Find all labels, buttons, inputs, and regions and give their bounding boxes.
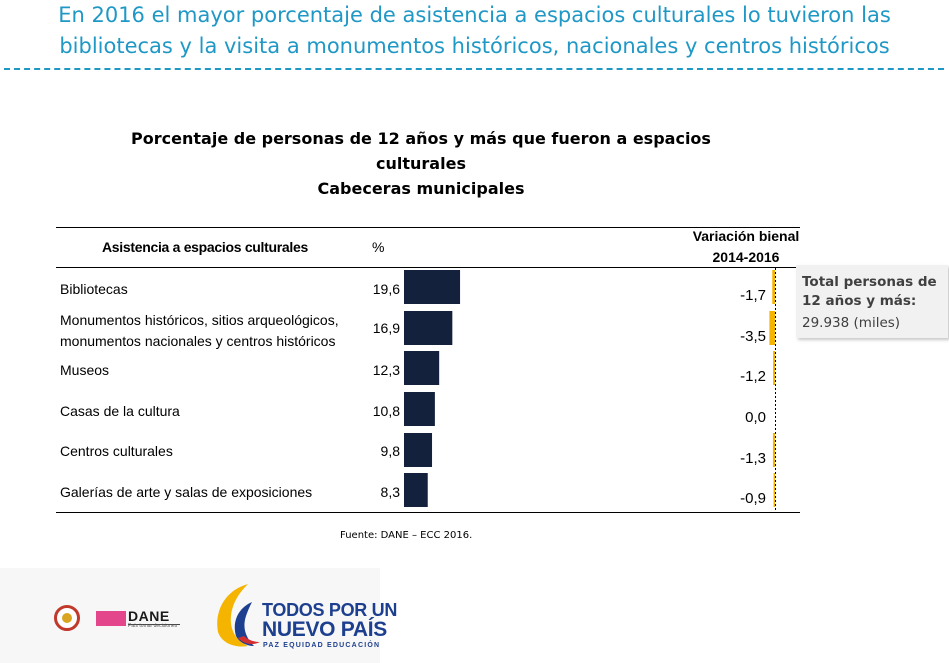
percent-label-bibliotecas: 19,6: [372, 281, 400, 297]
variation-label-casas-cultura: 0,0: [745, 409, 766, 426]
percent-bar-2: [404, 351, 440, 385]
column-header-percent: %: [372, 239, 385, 255]
table-top-rule: [56, 227, 800, 228]
variation-label-museos: -1,2: [740, 368, 766, 385]
category-label-monumentos: Monumentos históricos, sitios arqueológi…: [60, 310, 339, 352]
variation-label-bibliotecas: -1,7: [740, 287, 766, 304]
dane-logo-rule: [128, 624, 180, 625]
chart-title: Porcentaje de personas de 12 años y más …: [100, 126, 742, 201]
table-header-rule: [56, 267, 800, 268]
dane-logo-bar: [96, 611, 126, 626]
total-population-title: Total personas de 12 años y más:: [802, 274, 937, 309]
column-header-variation-period: 2014-2016: [712, 249, 780, 265]
column-header-variation: Variación bienal: [692, 228, 800, 244]
category-label-monumentos-line-1: Monumentos históricos, sitios arqueológi…: [60, 312, 339, 328]
percent-bar-5: [404, 473, 428, 507]
chart-title-line-1: Porcentaje de personas de 12 años y más …: [131, 129, 711, 148]
variation-label-centros-culturales: -1,3: [740, 450, 766, 467]
nuevo-pais-line-1: TODOS POR UN: [262, 600, 398, 620]
headline-line-2: bibliotecas y la visita a monumentos his…: [59, 34, 890, 58]
source-note: Fuente: DANE – ECC 2016.: [340, 530, 473, 541]
variation-label-monumentos: -3,5: [740, 328, 766, 345]
percent-bar-0: [404, 270, 461, 304]
percent-label-museos: 12,3: [372, 362, 400, 378]
percent-bar-1: [404, 311, 453, 345]
percent-bars: [404, 270, 461, 507]
headline: En 2016 el mayor porcentaje de asistenci…: [0, 0, 949, 62]
nuevo-pais-tagline: PAZ EQUIDAD EDUCACIÓN: [263, 642, 381, 649]
category-label-monumentos-line-2: monumentos nacionales y centros históric…: [60, 333, 336, 349]
percent-label-casas-cultura: 10,8: [372, 403, 400, 419]
chart-title-line-2: culturales: [376, 154, 466, 173]
variation-bar-1: [769, 311, 775, 345]
nuevo-pais-line-2: NUEVO PAÍS: [262, 618, 387, 641]
category-label-centros-culturales: Centros culturales: [60, 443, 173, 459]
variation-bar-4: [772, 433, 775, 467]
dane-logo-tagline: País tomar decisiones: [128, 623, 178, 629]
percent-bar-4: [404, 433, 433, 467]
colombia-seal-logo: [54, 605, 80, 631]
percent-label-monumentos: 16,9: [372, 320, 400, 336]
dane-logo-text: DANE: [128, 608, 170, 624]
percent-bar-3: [404, 392, 435, 426]
headline-line-1: En 2016 el mayor porcentaje de asistenci…: [58, 3, 891, 27]
category-label-galerias: Galerías de arte y salas de exposiciones: [60, 484, 313, 500]
headline-divider: [4, 68, 944, 70]
variation-bar-5: [773, 473, 775, 507]
dane-logo: DANE País tomar decisiones: [96, 608, 180, 630]
chart-title-line-3: Cabeceras municipales: [317, 179, 525, 198]
category-label-bibliotecas: Bibliotecas: [60, 281, 128, 297]
percent-label-centros-culturales: 9,8: [380, 443, 400, 459]
variation-bar-2: [773, 351, 775, 385]
column-header-category: Asistencia a espacios culturales: [102, 239, 308, 255]
variation-label-galerias: -0,9: [740, 490, 766, 507]
total-population-box: Total personas de 12 años y más: 29.938 …: [796, 265, 948, 338]
variation-bar-0: [772, 270, 775, 304]
category-label-museos: Museos: [60, 362, 110, 378]
variation-bars: [769, 270, 775, 507]
total-population-value: 29.938 (miles): [802, 315, 901, 331]
nuevo-pais-mark-icon: [217, 584, 260, 647]
category-label-casas-cultura: Casas de la cultura: [60, 403, 180, 419]
table-bottom-rule: [56, 512, 800, 513]
percent-label-galerias: 8,3: [380, 484, 400, 500]
